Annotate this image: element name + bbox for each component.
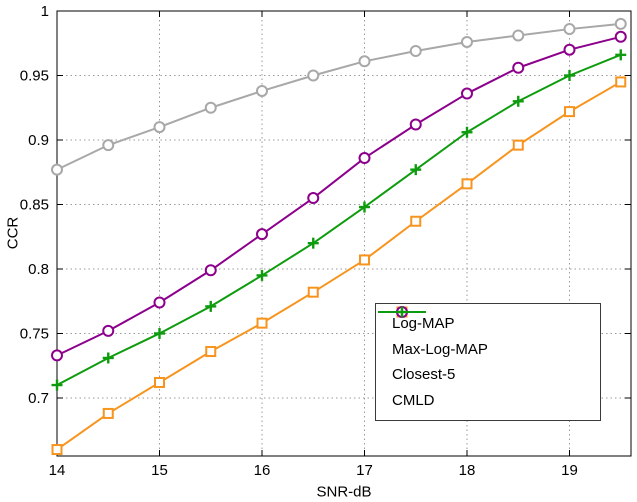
y-tick-label: 0.7 <box>28 390 49 407</box>
y-tick-label: 0.75 <box>20 325 49 342</box>
marker-circle <box>204 264 217 277</box>
marker-circle <box>102 324 115 337</box>
x-tick-label: 17 <box>356 462 373 479</box>
marker-circle <box>256 228 268 241</box>
marker-circle <box>51 163 63 176</box>
marker-circle <box>461 87 473 100</box>
marker-circle <box>563 23 576 36</box>
marker-circle <box>461 35 473 48</box>
series-line-max-log-map <box>56 80 622 451</box>
x-tick-label: 18 <box>459 462 476 479</box>
marker-circle <box>153 296 166 309</box>
marker-circle <box>307 69 320 82</box>
marker-circle <box>102 139 115 152</box>
series-line-cmld <box>56 53 622 387</box>
marker-circle <box>563 43 576 56</box>
marker-circle <box>614 30 627 43</box>
legend-label: Max-Log-MAP <box>392 340 488 358</box>
marker-square <box>51 444 63 456</box>
x-tick-label: 16 <box>254 462 271 479</box>
marker-circle <box>358 55 371 68</box>
marker-circle <box>512 61 525 74</box>
marker-square <box>307 286 319 298</box>
y-tick-label: 0.95 <box>20 67 49 84</box>
series-line-log-map <box>56 22 622 171</box>
y-tick-label: 0.9 <box>28 132 49 149</box>
x-tick-label: 19 <box>561 462 578 479</box>
legend-item-max-log-map: Max-Log-MAP <box>378 306 592 363</box>
y-tick-label: 0.85 <box>20 196 49 213</box>
y-tick-label: 0.8 <box>28 261 49 278</box>
y-axis-label: CCR <box>4 216 22 250</box>
marker-square <box>359 254 370 266</box>
marker-square <box>256 317 268 329</box>
marker-circle <box>614 17 627 30</box>
marker-square <box>102 407 114 419</box>
marker-square <box>410 215 422 227</box>
legend-item-cmld: CMLD <box>378 306 592 414</box>
x-tick-label: 14 <box>49 462 66 479</box>
marker-circle <box>409 118 422 131</box>
marker-circle <box>512 29 525 42</box>
legend: Log-MAP Max-Log-MAP Closest-5 CMLD <box>375 303 601 421</box>
marker-square <box>615 76 627 88</box>
marker-circle <box>358 152 371 165</box>
legend-item-closest-5: Closest-5 <box>378 306 592 388</box>
marker-circle <box>51 349 63 362</box>
marker-square <box>512 139 524 151</box>
plot-border <box>56 10 632 457</box>
y-tick-label: 1 <box>41 3 49 20</box>
legend-label: CMLD <box>392 391 435 409</box>
marker-square <box>154 376 165 388</box>
x-axis-label: SNR-dB <box>316 483 372 501</box>
x-tick-label: 15 <box>151 462 168 479</box>
marker-square <box>205 346 217 358</box>
series-line-closest-5 <box>56 35 622 357</box>
marker-circle <box>153 121 166 134</box>
legend-label: Closest-5 <box>392 366 456 384</box>
marker-square <box>564 106 575 118</box>
marker-circle <box>409 44 422 57</box>
marker-square <box>461 178 473 190</box>
marker-circle <box>204 101 217 114</box>
legend-label: Log-MAP <box>392 315 455 333</box>
marker-circle <box>307 192 320 205</box>
marker-circle <box>256 84 268 97</box>
legend-sample-line <box>378 306 426 318</box>
